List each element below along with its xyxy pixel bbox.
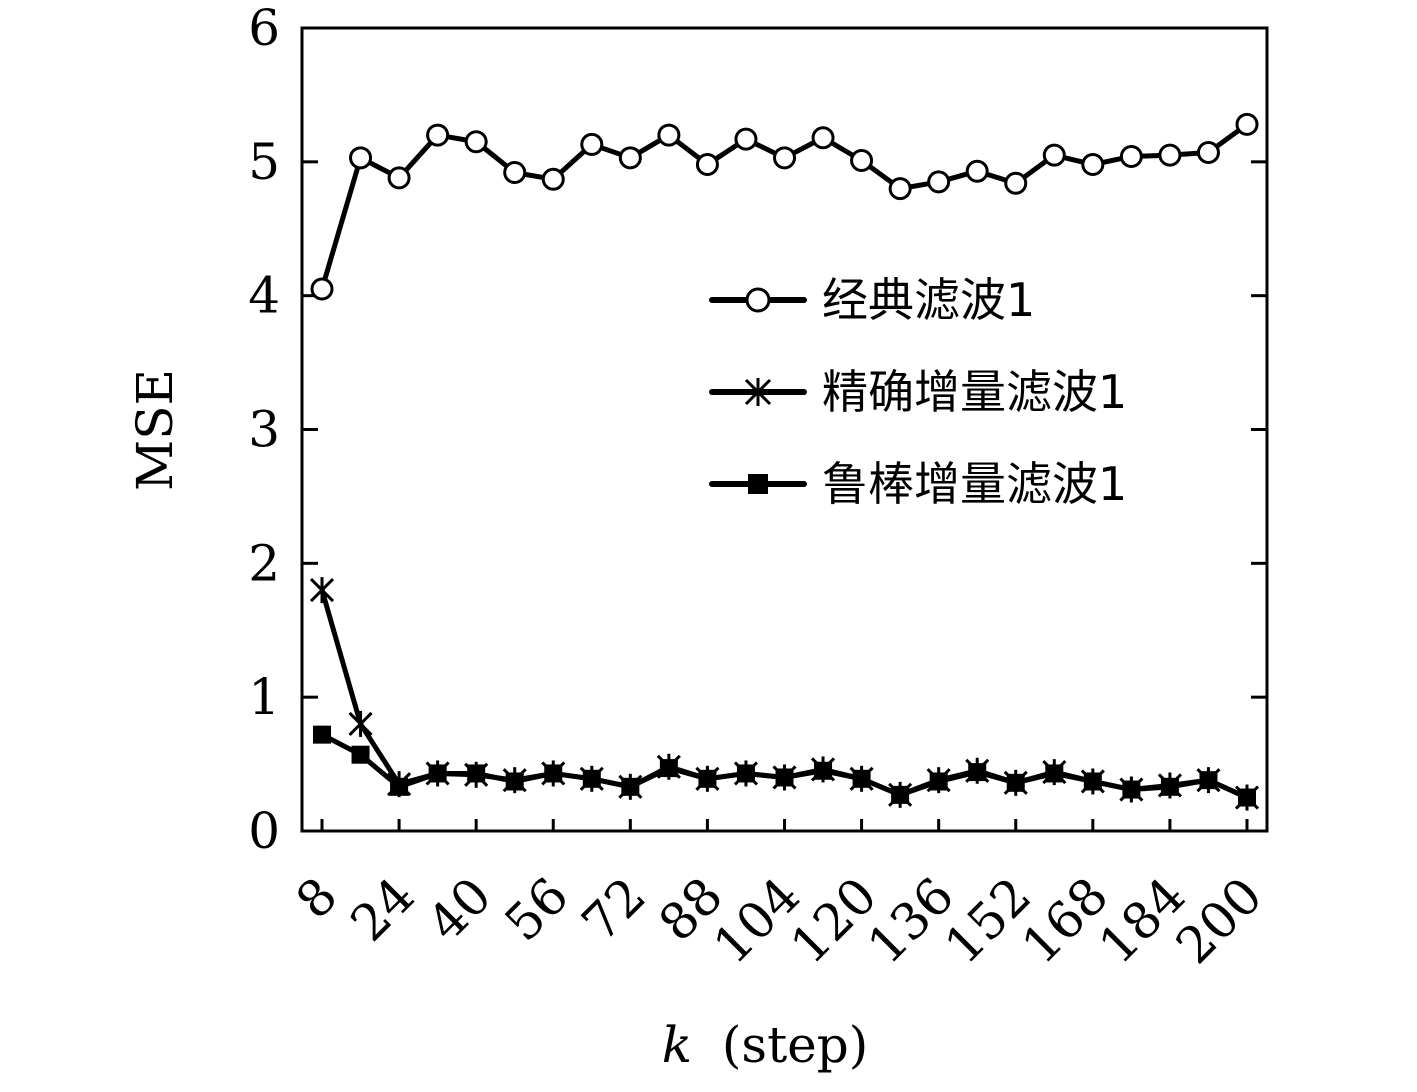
data-point-circle — [1196, 140, 1220, 164]
series-layer — [309, 112, 1260, 811]
legend-label: 精确增量滤波1 — [822, 365, 1127, 419]
x-tick-label: 8 — [285, 866, 349, 930]
data-point-circle — [734, 127, 758, 151]
data-point-square — [351, 745, 370, 764]
data-point-circle — [541, 167, 565, 191]
data-point-square — [1006, 773, 1025, 792]
data-point-square — [1199, 771, 1218, 790]
y-tick-label: 3 — [248, 401, 280, 459]
data-point-square — [582, 769, 601, 788]
data-point-square — [1160, 777, 1179, 796]
x-tick-label: 72 — [571, 866, 657, 952]
legend-entry: 经典滤波1 — [709, 273, 1035, 327]
data-point-circle — [695, 153, 719, 177]
data-point-circle — [1119, 144, 1143, 168]
data-point-square — [505, 772, 524, 791]
x-axis-label: k (step) — [662, 1016, 869, 1074]
data-point-square — [852, 769, 871, 788]
data-point-star — [348, 710, 373, 737]
legend-label: 鲁棒增量滤波1 — [822, 457, 1127, 511]
x-axis-label-variable: k — [662, 1016, 692, 1074]
x-axis-label-unit: (step) — [722, 1016, 868, 1074]
data-point-circle — [965, 159, 989, 183]
y-tick-label: 1 — [248, 668, 280, 726]
data-point-square — [1238, 788, 1256, 807]
data-point-circle — [426, 123, 450, 147]
data-point-square — [544, 764, 563, 783]
data-point-square — [467, 764, 486, 783]
legend-label: 经典滤波1 — [822, 273, 1035, 327]
data-point-square — [968, 763, 987, 782]
data-point-square — [1083, 772, 1102, 791]
data-point-circle — [580, 132, 604, 156]
data-point-square — [748, 474, 768, 494]
x-tick-label: 56 — [494, 866, 580, 952]
x-tick-label: 24 — [340, 866, 426, 952]
data-point-square — [736, 764, 755, 783]
data-point-circle — [657, 123, 681, 147]
data-point-circle — [927, 170, 951, 194]
data-point-circle — [503, 161, 527, 185]
data-point-square — [621, 777, 640, 796]
legend: 经典滤波1 精确增量滤波1 鲁棒增量滤波1 — [709, 273, 1127, 511]
y-axis-label: MSE — [126, 369, 184, 491]
data-point-star — [309, 577, 335, 604]
data-point-circle — [464, 130, 488, 154]
data-point-square — [929, 772, 948, 791]
y-tick-label: 2 — [248, 534, 280, 592]
data-point-square — [814, 761, 833, 780]
data-point-square — [659, 759, 678, 778]
y-tick-label: 5 — [248, 133, 280, 191]
data-point-circle — [888, 177, 912, 201]
data-point-square — [891, 785, 910, 804]
data-point-circle — [811, 126, 835, 150]
legend-entry: 精确增量滤波1 — [709, 365, 1127, 419]
x-tick-label: 40 — [417, 866, 503, 952]
data-point-circle — [349, 146, 373, 170]
y-axis-ticks: 0 1 2 3 4 5 6 — [248, 0, 1267, 860]
data-point-circle — [1235, 112, 1259, 136]
data-point-circle — [387, 166, 411, 190]
data-point-square — [428, 764, 447, 783]
data-point-circle — [745, 287, 771, 313]
data-point-star — [744, 378, 772, 406]
series-3 — [313, 725, 1256, 807]
data-point-square — [390, 777, 409, 796]
data-point-circle — [1158, 143, 1182, 167]
data-point-square — [1045, 764, 1064, 783]
data-point-square — [313, 725, 331, 744]
data-point-circle — [850, 148, 874, 172]
y-tick-label: 4 — [248, 267, 280, 325]
legend-entry: 鲁棒增量滤波1 — [709, 457, 1127, 511]
data-point-circle — [618, 146, 642, 170]
data-point-square — [775, 768, 794, 787]
y-tick-label: 6 — [248, 0, 280, 57]
y-tick-label: 0 — [248, 802, 280, 860]
data-point-circle — [1081, 153, 1105, 177]
data-point-circle — [310, 277, 334, 301]
series-1 — [310, 112, 1259, 301]
data-point-circle — [1004, 171, 1028, 195]
data-point-square — [1122, 780, 1141, 799]
data-point-square — [698, 769, 717, 788]
data-point-circle — [1042, 143, 1066, 167]
x-tick-label: 200 — [1165, 866, 1273, 974]
data-point-circle — [773, 146, 796, 170]
